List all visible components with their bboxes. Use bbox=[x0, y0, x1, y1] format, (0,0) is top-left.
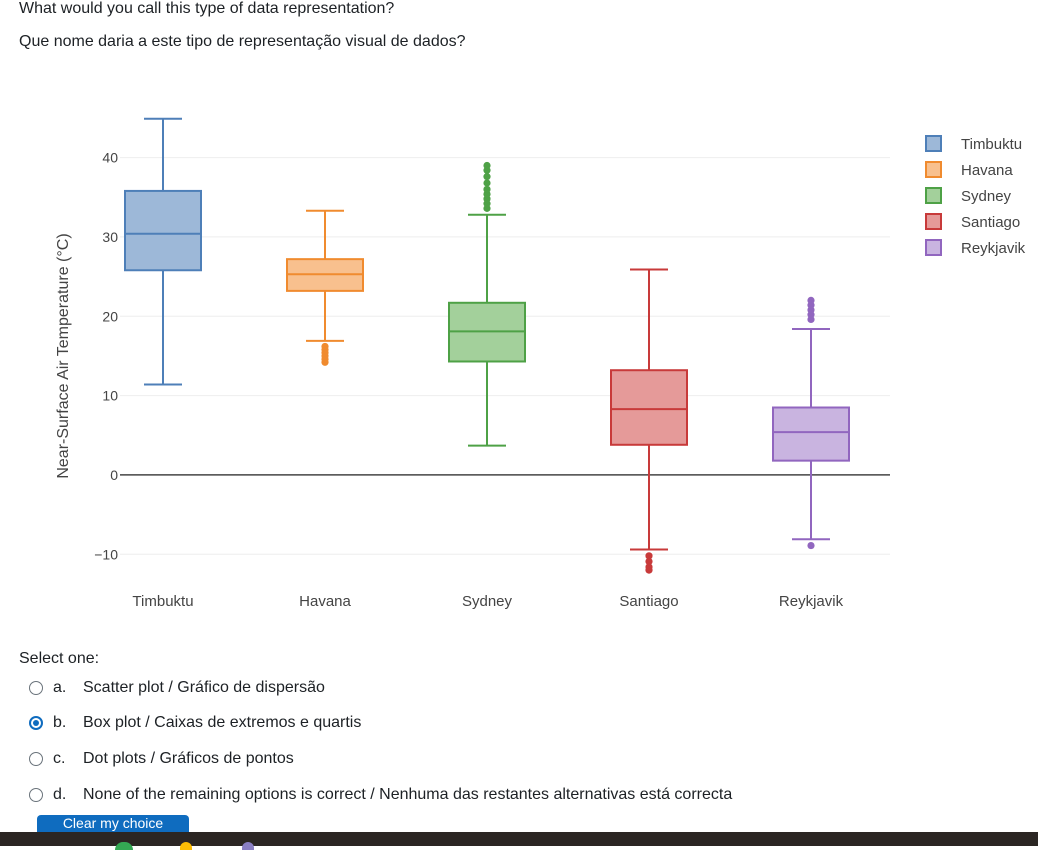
legend-label: Sydney bbox=[961, 188, 1012, 205]
box-plot-chart: Near-Surface Air Temperature (°C) −10 0 10… bbox=[55, 117, 1026, 610]
legend-item-santiago[interactable]: Santiago bbox=[925, 213, 1020, 231]
legend-swatch bbox=[925, 135, 942, 152]
outlier-point bbox=[483, 161, 491, 170]
outlier-point bbox=[807, 541, 815, 550]
legend-label: Timbuktu bbox=[961, 136, 1022, 153]
option-c-letter: c. bbox=[53, 750, 66, 767]
option-b[interactable]: b. Box plot / Caixas de extremos e quart… bbox=[29, 711, 361, 735]
y-tick-label: 30 bbox=[102, 229, 118, 245]
legend-swatch bbox=[925, 239, 942, 256]
legend-label: Havana bbox=[961, 162, 1013, 179]
x-tick-label: Reykjavik bbox=[779, 593, 844, 610]
legend-item-havana[interactable]: Havana bbox=[925, 161, 1013, 179]
option-c[interactable]: c. Dot plots / Gráficos de pontos bbox=[29, 747, 294, 771]
box-sydney bbox=[448, 161, 526, 447]
legend-item-reykjavik[interactable]: Reykjavik bbox=[925, 239, 1026, 257]
clear-choice-label: Clear my choice bbox=[62, 815, 164, 831]
option-d-letter: d. bbox=[53, 786, 67, 803]
app-icon[interactable] bbox=[242, 842, 254, 850]
option-c-text: Dot plots / Gráficos de pontos bbox=[83, 750, 294, 767]
legend-label: Reykjavik bbox=[961, 240, 1026, 257]
gridlines bbox=[120, 157, 890, 555]
option-a[interactable]: a. Scatter plot / Gráfico de dispersão bbox=[29, 676, 325, 700]
legend-swatch bbox=[925, 187, 942, 204]
y-tick-label: −10 bbox=[94, 546, 118, 562]
option-d-text: None of the remaining options is correct… bbox=[83, 786, 733, 803]
y-tick-label: 10 bbox=[102, 388, 118, 404]
browser-icon[interactable] bbox=[115, 842, 133, 850]
outlier-point bbox=[645, 566, 653, 574]
outlier-point bbox=[807, 296, 815, 304]
y-tick-label: 0 bbox=[110, 467, 118, 483]
y-axis-ticks: −10 0 10 20 30 40 bbox=[94, 150, 118, 563]
option-d[interactable]: d. None of the remaining options is corr… bbox=[29, 783, 732, 807]
y-tick-label: 20 bbox=[102, 308, 118, 324]
outlier-point bbox=[483, 185, 491, 193]
option-b-text: Box plot / Caixas de extremos e quartis bbox=[83, 714, 362, 731]
taskbar bbox=[0, 832, 1038, 850]
radio-option-d[interactable] bbox=[29, 788, 43, 802]
x-tick-label: Sydney bbox=[462, 593, 513, 610]
box-timbuktu bbox=[124, 117, 202, 386]
box-santiago bbox=[610, 268, 688, 574]
box-iqr bbox=[610, 369, 688, 446]
x-tick-label: Timbuktu bbox=[132, 593, 193, 610]
radio-option-b[interactable] bbox=[29, 716, 43, 730]
legend-item-timbuktu[interactable]: Timbuktu bbox=[925, 135, 1022, 153]
box-iqr bbox=[772, 406, 850, 462]
outlier-point bbox=[483, 179, 491, 187]
question-text-en: What would you call this type of data re… bbox=[19, 0, 395, 17]
box-iqr bbox=[124, 189, 202, 272]
select-one-label: Select one: bbox=[19, 650, 100, 667]
option-a-letter: a. bbox=[53, 679, 67, 696]
outlier-point bbox=[645, 552, 653, 560]
question-text-pt: Que nome daria a este tipo de representa… bbox=[19, 33, 466, 50]
legend-swatch bbox=[925, 213, 942, 230]
option-a-text: Scatter plot / Gráfico de dispersão bbox=[83, 679, 325, 696]
radio-option-c[interactable] bbox=[29, 752, 43, 766]
x-tick-label: Santiago bbox=[619, 593, 678, 610]
legend-item-sydney[interactable]: Sydney bbox=[925, 187, 1012, 205]
outlier-point bbox=[645, 557, 653, 566]
box-havana bbox=[286, 209, 364, 366]
legend[interactable]: Timbuktu Havana Sydney Santiago Reykjavik bbox=[925, 135, 1026, 257]
box-reykjavik bbox=[772, 296, 850, 550]
option-b-letter: b. bbox=[53, 714, 67, 731]
outlier-point bbox=[483, 173, 491, 181]
y-tick-label: 40 bbox=[102, 150, 118, 166]
legend-swatch bbox=[925, 161, 942, 178]
drive-icon[interactable] bbox=[180, 842, 192, 850]
x-axis-ticks: Timbuktu Havana Sydney Santiago Reykjavik bbox=[132, 593, 843, 610]
y-axis-title: Near-Surface Air Temperature (°C) bbox=[55, 233, 72, 478]
outlier-point bbox=[321, 342, 329, 351]
x-tick-label: Havana bbox=[299, 593, 351, 610]
radio-option-a[interactable] bbox=[29, 681, 43, 695]
legend-label: Santiago bbox=[961, 214, 1020, 231]
boxes bbox=[124, 117, 850, 574]
